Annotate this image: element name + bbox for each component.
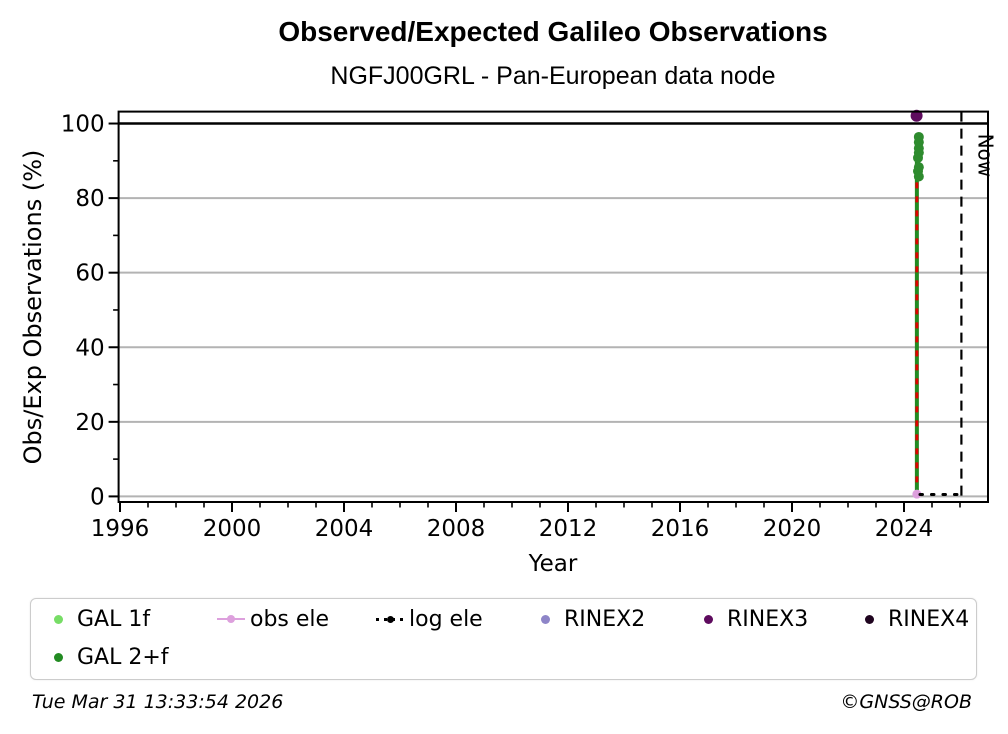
legend-label: GAL 2+f bbox=[77, 644, 169, 670]
legend-box: GAL 1f obs ele log ele RINEX2 RINEX3 RIN… bbox=[30, 598, 977, 680]
copyright-text: ©GNSS@ROB bbox=[840, 691, 972, 713]
obs-ele-line-icon bbox=[217, 606, 245, 632]
y-tick-label: 20 bbox=[75, 410, 104, 436]
x-axis-label: Year bbox=[528, 551, 578, 577]
legend-label: obs ele bbox=[250, 606, 330, 632]
data-point bbox=[910, 109, 923, 122]
x-tick-label: 2000 bbox=[203, 516, 262, 542]
x-tick-label: 2020 bbox=[763, 516, 822, 542]
legend-label: log ele bbox=[409, 606, 483, 632]
plot-frame bbox=[117, 110, 990, 503]
rinex2-dot-icon bbox=[531, 606, 559, 632]
y-tick-label: 40 bbox=[75, 335, 104, 361]
log-ele-dotted-line-icon bbox=[376, 606, 404, 632]
legend-label: GAL 1f bbox=[77, 606, 151, 632]
data-point bbox=[913, 152, 923, 163]
x-tick-label: 2008 bbox=[427, 516, 486, 542]
legend-item-gal-2f: GAL 2+f bbox=[44, 643, 169, 671]
timestamp-text: Tue Mar 31 13:33:54 2026 bbox=[32, 691, 284, 713]
legend-item-log-ele: log ele bbox=[376, 605, 483, 633]
legend-label: RINEX2 bbox=[564, 606, 646, 632]
y-tick-label: 0 bbox=[90, 484, 105, 510]
chart-subtitle: NGFJ00GRL - Pan-European data node bbox=[330, 62, 776, 90]
legend-item-rinex2: RINEX2 bbox=[531, 605, 645, 633]
data-point bbox=[912, 489, 922, 499]
data-point bbox=[913, 171, 924, 182]
gal-1f-dot-icon bbox=[44, 606, 72, 632]
y-axis-label: Obs/Exp Observations (%) bbox=[19, 149, 47, 465]
now-label: Now bbox=[973, 134, 997, 178]
legend-label: RINEX4 bbox=[888, 606, 970, 632]
y-tick-label: 60 bbox=[75, 261, 104, 287]
legend-item-obs-ele: obs ele bbox=[217, 605, 329, 633]
legend-item-gal-1f: GAL 1f bbox=[44, 605, 150, 633]
x-tick-label: 2012 bbox=[539, 516, 598, 542]
x-tick-label: 1996 bbox=[91, 516, 150, 542]
legend-label: RINEX3 bbox=[727, 606, 809, 632]
x-tick-label: 2024 bbox=[875, 516, 934, 542]
gal-2f-dot-icon bbox=[44, 644, 72, 670]
legend-item-rinex3: RINEX3 bbox=[694, 605, 808, 633]
legend-item-rinex4: RINEX4 bbox=[855, 605, 969, 633]
x-tick-label: 2016 bbox=[651, 516, 710, 542]
y-tick-label: 100 bbox=[61, 112, 105, 138]
y-tick-label: 80 bbox=[75, 186, 104, 212]
rinex3-dot-icon bbox=[694, 606, 722, 632]
chart-plot-area: Now 1996 2000 2004 2008 2012 2016 2020 2024 0 20 40… bbox=[61, 109, 997, 542]
chart-title: Observed/Expected Galileo Observations bbox=[278, 16, 828, 47]
rinex4-dot-icon bbox=[855, 606, 883, 632]
x-tick-label: 2004 bbox=[315, 516, 374, 542]
